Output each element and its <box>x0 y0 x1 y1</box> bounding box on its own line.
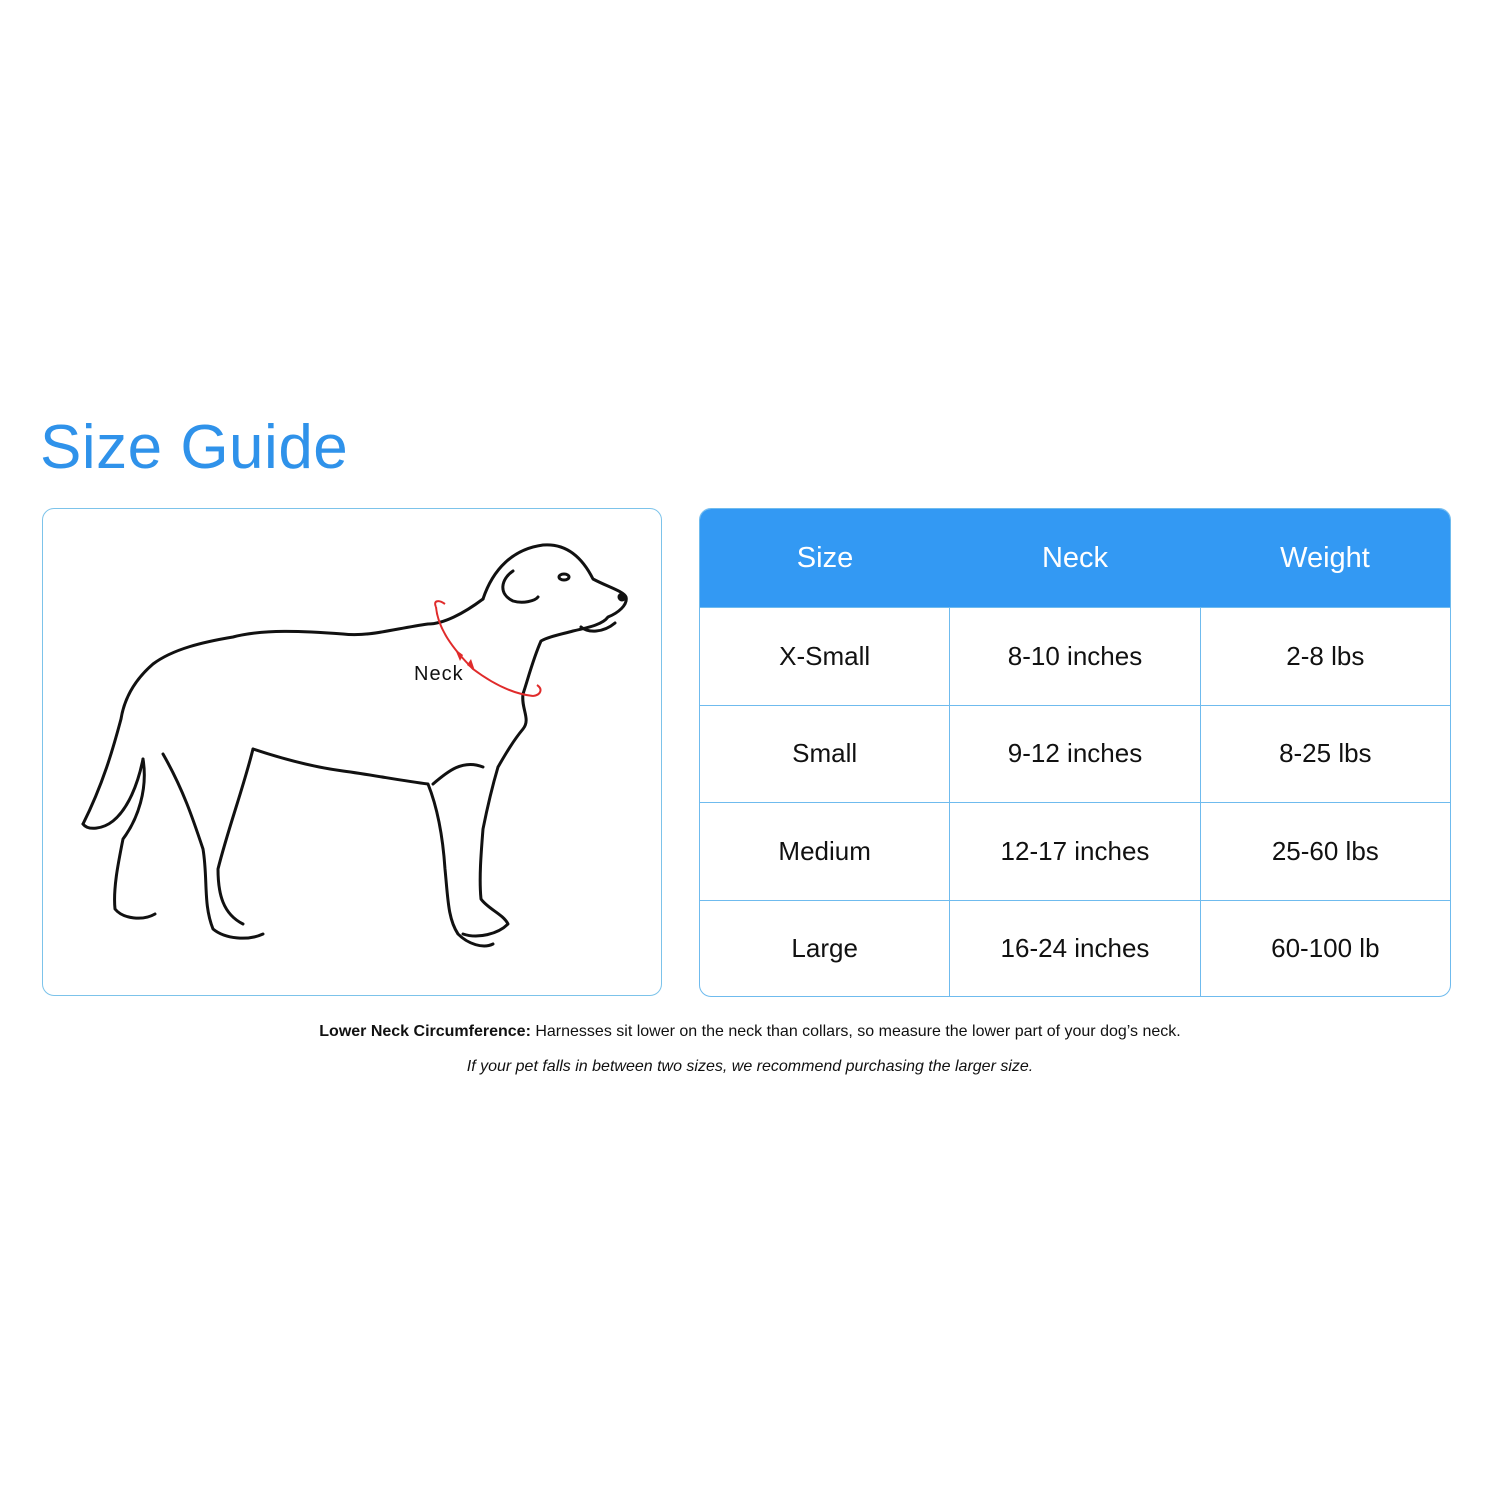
cell-neck: 9-12 inches <box>949 705 1199 802</box>
dog-outline-illustration <box>81 543 628 948</box>
table-row: Medium 12-17 inches 25-60 lbs <box>700 802 1450 900</box>
table-row: Small 9-12 inches 8-25 lbs <box>700 704 1450 802</box>
cell-neck: 16-24 inches <box>949 900 1199 996</box>
header-size: Size <box>796 541 854 574</box>
cell-size: Large <box>791 933 858 964</box>
lower-neck-note: Lower Neck Circumference: Harnesses sit … <box>0 1023 1500 1041</box>
cell-weight: 8-25 lbs <box>1199 705 1450 802</box>
lower-neck-note-text: Harnesses sit lower on the neck than col… <box>530 1023 1181 1040</box>
dog-illustration-panel: Neck <box>42 508 662 996</box>
size-table: Size Neck Weight X-Small 8-10 inches 2-8… <box>699 508 1451 997</box>
page-title: Size Guide <box>40 413 349 482</box>
cell-size: Medium <box>778 835 871 866</box>
cell-neck: 12-17 inches <box>949 803 1199 900</box>
cell-weight: 25-60 lbs <box>1199 803 1450 900</box>
cell-size: Small <box>792 738 858 769</box>
table-header: Size Neck Weight <box>700 509 1450 607</box>
header-weight: Weight <box>1280 541 1370 574</box>
header-neck: Neck <box>1041 541 1109 574</box>
cell-weight: 2-8 lbs <box>1199 608 1450 705</box>
neck-label: Neck <box>414 663 464 685</box>
cell-size: X-Small <box>779 640 871 671</box>
cell-weight: 60-100 lb <box>1199 900 1450 996</box>
between-sizes-note: If your pet falls in between two sizes, … <box>466 1058 1034 1075</box>
cell-neck: 8-10 inches <box>949 608 1199 705</box>
table-row: Large 16-24 inches 60-100 lb <box>700 899 1450 996</box>
table-row: X-Small 8-10 inches 2-8 lbs <box>700 607 1450 705</box>
lower-neck-note-label: Lower Neck Circumference: <box>319 1023 531 1040</box>
